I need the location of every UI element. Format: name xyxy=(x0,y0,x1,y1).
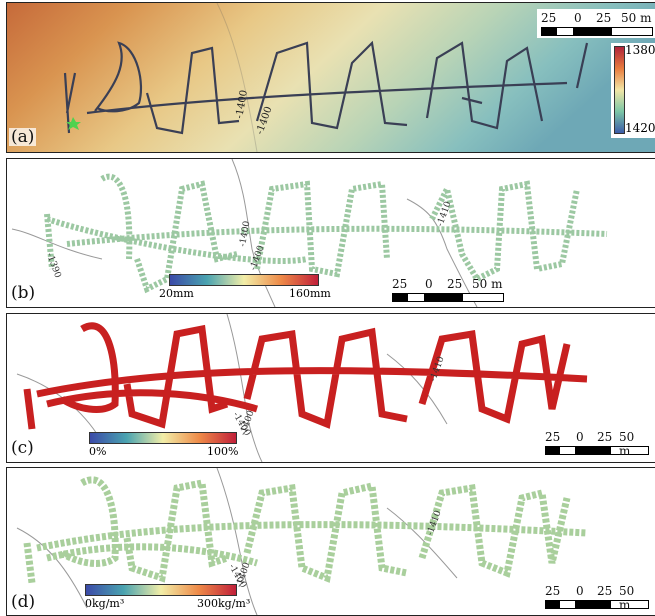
colorbar-d-max-label: 300kg/m³ xyxy=(197,597,251,610)
panel-b-points-map: -1390 -1400 -1400 -1410 (b) 20mm 160mm 2… xyxy=(6,158,655,308)
survey-track xyxy=(63,40,589,135)
colorbar-c-min-label: 0% xyxy=(89,445,107,458)
contour-label-a1: -1400 xyxy=(234,89,250,119)
scale-tick-label: 50 m xyxy=(472,277,503,291)
survey-point-track xyxy=(44,173,608,294)
scale-tick-label: 25 xyxy=(597,430,613,444)
colorbar-d-gradient xyxy=(85,584,237,596)
depth-colorbar-gradient xyxy=(614,46,625,134)
scale-tick-label: 25 xyxy=(447,277,463,291)
panel-d-svg: -1400 -1400 -1410 xyxy=(16,468,588,615)
colorbar-b: 20mm 160mm xyxy=(159,274,331,300)
depth-colorbar: 1380m 1420m xyxy=(611,43,655,138)
scale-bar-segments xyxy=(392,293,504,302)
depth-contour xyxy=(11,159,478,307)
scale-tick-label: 25 xyxy=(597,584,613,598)
depth-contour xyxy=(216,3,258,152)
panel-a-bathymetry-map: -1400 -1400 (a) 25 0 25 50 m 1380m 1420m xyxy=(6,2,655,153)
panel-d-points-map: -1400 -1400 -1410 (d) 0kg/m³ 300kg/m³ 25… xyxy=(6,467,655,616)
depth-colorbar-top-label: 1380m xyxy=(625,43,655,57)
panel-label: (b) xyxy=(9,283,38,303)
panel-label: (a) xyxy=(9,127,37,147)
colorbar-c-max-label: 100% xyxy=(207,445,239,458)
depth-colorbar-bottom-label: 1420m xyxy=(625,121,655,135)
depth-contour xyxy=(16,314,448,462)
scale-bar: 25 0 25 50 m xyxy=(545,584,649,612)
panel-c-svg: -1400 -1400 -1410 xyxy=(16,314,588,462)
scale-tick-label: 0 xyxy=(425,277,433,291)
scale-tick-label: 0 xyxy=(576,584,584,598)
contour-label-b1: -1390 xyxy=(44,252,62,280)
survey-point-track xyxy=(23,322,588,430)
scale-tick-label: 25 xyxy=(545,584,561,598)
colorbar-d-min-label: 0kg/m³ xyxy=(85,597,125,610)
scale-bar-segments xyxy=(541,27,653,36)
colorbar-b-gradient xyxy=(169,274,319,286)
colorbar-b-max-label: 160mm xyxy=(289,287,331,300)
scale-bar-segments xyxy=(545,600,649,609)
panel-b-svg: -1390 -1400 -1400 -1410 xyxy=(11,159,608,307)
panel-c-points-map: -1400 -1400 -1410 (c) 0% 100% 25 0 25 50… xyxy=(6,313,655,463)
panel-label: (d) xyxy=(9,592,38,612)
colorbar-c-gradient xyxy=(89,432,237,444)
colorbar-c: 0% 100% xyxy=(89,432,239,458)
scale-bar: 25 0 25 50 m xyxy=(392,277,504,302)
panel-label: (c) xyxy=(9,438,36,458)
scale-tick-label: 50 m xyxy=(619,584,635,612)
survey-point-track xyxy=(23,476,588,584)
scale-bar: 25 0 25 50 m xyxy=(537,9,655,38)
scale-bar: 25 0 25 50 m xyxy=(545,430,649,458)
star-icon xyxy=(66,117,81,130)
scale-tick-label: 0 xyxy=(574,11,582,25)
colorbar-b-min-label: 20mm xyxy=(159,287,194,300)
scale-tick-label: 25 xyxy=(545,430,561,444)
scale-tick-label: 50 m xyxy=(619,430,635,458)
scale-tick-label: 50 m xyxy=(621,11,652,25)
scale-tick-label: 25 xyxy=(392,277,408,291)
scale-bar-segments xyxy=(545,446,649,455)
colorbar-d: 0kg/m³ 300kg/m³ xyxy=(85,584,250,610)
scale-tick-label: 25 xyxy=(541,11,557,25)
contour-label-b2: -1400 xyxy=(238,220,252,248)
scale-tick-label: 25 xyxy=(596,11,612,25)
depth-contour xyxy=(16,468,458,615)
scale-tick-label: 0 xyxy=(576,430,584,444)
